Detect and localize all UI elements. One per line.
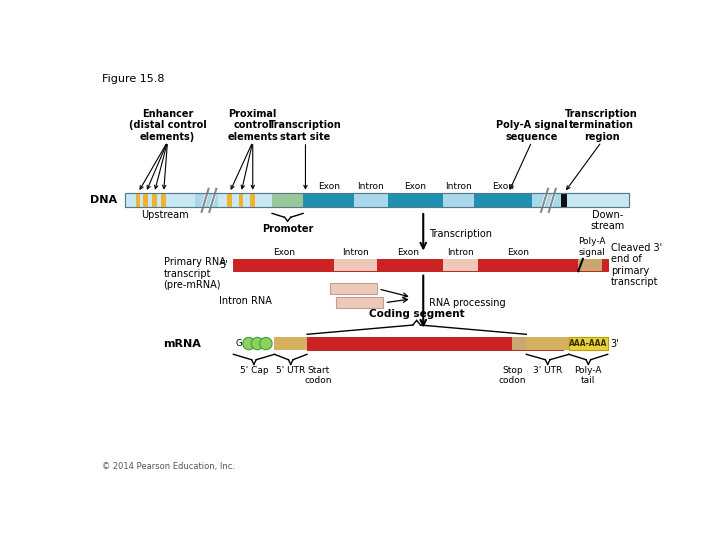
Text: Intron: Intron — [445, 182, 472, 191]
Text: 5': 5' — [219, 260, 228, 270]
Bar — [125, 193, 629, 207]
Text: P: P — [263, 339, 269, 348]
Bar — [233, 259, 608, 271]
Text: Down-
stream: Down- stream — [590, 210, 625, 231]
Text: 5' Cap: 5' Cap — [240, 366, 269, 375]
Text: P: P — [246, 339, 252, 348]
Bar — [513, 338, 526, 350]
Text: DNA: DNA — [90, 195, 117, 205]
Text: Poly-A
signal: Poly-A signal — [578, 237, 606, 256]
Bar — [125, 193, 194, 207]
Bar — [125, 193, 629, 207]
Bar — [561, 193, 567, 207]
Bar — [474, 193, 532, 207]
Bar — [272, 193, 303, 207]
Text: 5' UTR: 5' UTR — [276, 366, 305, 375]
Circle shape — [243, 338, 255, 350]
Text: Figure 15.8: Figure 15.8 — [102, 74, 164, 84]
Text: RNA processing: RNA processing — [429, 299, 506, 308]
Bar — [239, 193, 243, 207]
Text: Promoter: Promoter — [262, 224, 313, 234]
Text: Cleaved 3'
end of
primary
transcript: Cleaved 3' end of primary transcript — [611, 242, 662, 287]
Text: G: G — [235, 339, 242, 348]
Bar — [307, 338, 563, 350]
Text: Coding segment: Coding segment — [369, 309, 464, 319]
Text: Upstream: Upstream — [141, 210, 189, 220]
Bar — [152, 193, 157, 207]
Text: Exon: Exon — [508, 247, 530, 256]
Text: Stop
codon: Stop codon — [499, 366, 526, 385]
Text: Exon: Exon — [492, 182, 514, 191]
Text: AAA-AAA: AAA-AAA — [569, 339, 608, 348]
Text: mRNA: mRNA — [163, 339, 202, 348]
Bar — [330, 284, 377, 294]
Text: Intron: Intron — [447, 247, 474, 256]
Bar — [443, 193, 474, 207]
Bar — [303, 193, 354, 207]
Text: Start
codon: Start codon — [305, 366, 333, 385]
Text: Intron RNA: Intron RNA — [220, 296, 272, 306]
Bar — [354, 193, 388, 207]
Bar — [388, 193, 443, 207]
Text: Transcription: Transcription — [429, 229, 492, 239]
Bar — [334, 259, 377, 271]
Text: Proximal
control
elements: Proximal control elements — [228, 109, 278, 142]
Text: © 2014 Pearson Education, Inc.: © 2014 Pearson Education, Inc. — [102, 462, 235, 471]
Text: Exon: Exon — [318, 182, 340, 191]
Text: Transcription
start site: Transcription start site — [269, 120, 342, 142]
Text: 3' UTR: 3' UTR — [533, 366, 562, 375]
Bar — [567, 193, 629, 207]
Bar — [526, 338, 569, 350]
Bar — [274, 338, 307, 350]
Bar — [569, 338, 608, 350]
Text: Exon: Exon — [397, 247, 419, 256]
Text: Poly-A signal
sequence: Poly-A signal sequence — [496, 120, 567, 142]
Bar — [443, 259, 477, 271]
Circle shape — [251, 338, 264, 350]
Text: Intron: Intron — [357, 182, 384, 191]
Bar — [251, 193, 255, 207]
Bar — [228, 193, 232, 207]
Bar — [578, 259, 601, 271]
Text: Enhancer
(distal control
elements): Enhancer (distal control elements) — [129, 109, 207, 142]
Text: Transcription
termination
region: Transcription termination region — [565, 109, 638, 142]
Text: 3': 3' — [611, 339, 619, 348]
Bar — [143, 193, 148, 207]
Text: Exon: Exon — [405, 182, 426, 191]
Text: Exon: Exon — [273, 247, 294, 256]
Text: P: P — [255, 339, 260, 348]
Bar — [136, 193, 140, 207]
Circle shape — [260, 338, 272, 350]
Bar — [336, 298, 383, 308]
Text: Intron: Intron — [342, 247, 369, 256]
Bar — [161, 193, 166, 207]
Bar — [218, 193, 272, 207]
Text: Poly-A
tail: Poly-A tail — [575, 366, 602, 385]
Text: Primary RNA
transcript
(pre-mRNA): Primary RNA transcript (pre-mRNA) — [163, 257, 225, 291]
